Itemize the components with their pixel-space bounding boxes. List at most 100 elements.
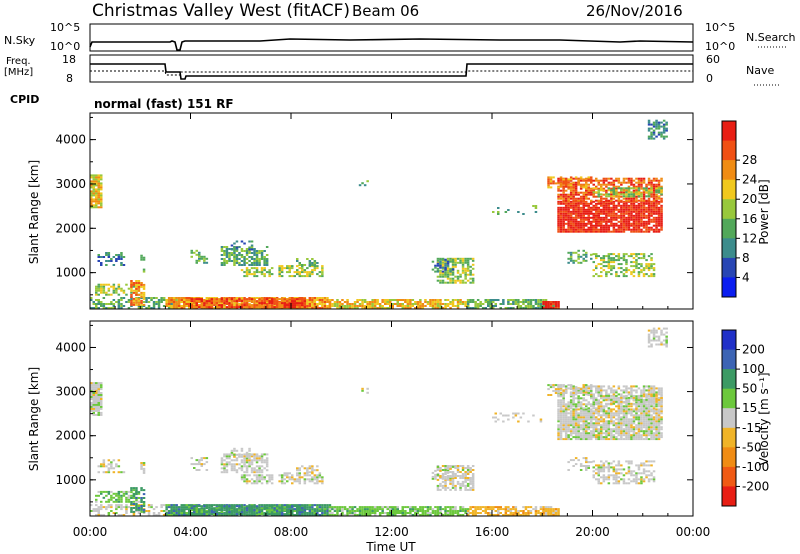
vel-cell — [225, 469, 229, 472]
power-cell — [512, 301, 515, 303]
power-cell — [627, 226, 631, 229]
power-cell — [577, 261, 580, 264]
vel-cell — [504, 508, 508, 511]
power-cell — [466, 259, 470, 262]
power-cell — [657, 230, 661, 233]
power-cell — [97, 254, 100, 256]
power-cell — [100, 174, 103, 177]
vel-cell — [208, 504, 211, 507]
power-cell — [562, 218, 565, 221]
power-cell — [90, 182, 93, 185]
vel-cell — [137, 508, 141, 511]
power-cell — [542, 299, 545, 301]
vel-cell — [95, 382, 98, 385]
power-cell — [559, 200, 563, 203]
power-cell — [142, 291, 146, 294]
power-cell — [358, 299, 362, 301]
power-cell — [487, 299, 490, 301]
power-cell — [572, 226, 575, 229]
vel-cell — [95, 398, 98, 400]
power-cell — [451, 269, 455, 272]
power-cell — [652, 193, 656, 196]
power-cell — [90, 190, 93, 193]
vel-cell — [172, 514, 176, 516]
power-cell — [250, 301, 254, 303]
vel-cell — [95, 394, 98, 396]
vel-cell — [210, 510, 214, 512]
power-cell — [115, 287, 118, 290]
vel-cell — [338, 510, 342, 512]
power-cell — [600, 218, 603, 221]
power-cell — [660, 216, 663, 219]
power-cell — [243, 258, 246, 260]
vel-cell — [117, 498, 121, 501]
power-cell — [617, 226, 621, 229]
power-cell — [193, 307, 196, 309]
power-cell — [157, 301, 161, 303]
vel-cell — [361, 508, 364, 511]
power-cell — [544, 307, 548, 309]
power-cell — [600, 200, 603, 203]
vel-cell — [562, 428, 565, 431]
vel-cell — [218, 512, 221, 514]
power-cell — [655, 177, 658, 180]
power-cell — [577, 206, 580, 209]
power-cell — [200, 302, 203, 305]
power-cell — [587, 191, 590, 194]
power-cell — [602, 224, 606, 227]
vel-cell — [356, 508, 359, 511]
power-cell — [120, 252, 123, 254]
power-cell — [286, 298, 289, 301]
power-cell — [441, 271, 445, 274]
power-cell — [233, 254, 236, 256]
power-cell — [574, 200, 578, 203]
power-cell — [615, 259, 618, 262]
power-cell — [632, 187, 636, 190]
power-cell — [444, 281, 447, 284]
power-cell — [316, 267, 319, 270]
power-cell — [288, 271, 291, 274]
vel-cell — [301, 506, 304, 509]
vel-cell — [135, 489, 138, 492]
power-cell — [559, 222, 563, 225]
vel-cell — [110, 494, 113, 497]
power-cell — [642, 193, 646, 196]
vel-cell — [358, 510, 362, 512]
power-cell — [306, 267, 309, 270]
vel-cell — [313, 482, 317, 485]
power-cell — [657, 228, 661, 231]
vel-cell — [115, 465, 118, 468]
power-cell — [569, 226, 573, 229]
power-cell — [92, 206, 95, 209]
power-cell — [607, 202, 611, 205]
vel-cell — [328, 506, 332, 509]
power-cell — [587, 187, 590, 190]
power-cell — [444, 268, 447, 271]
vel-cell — [165, 504, 168, 507]
vel-cell — [286, 480, 289, 483]
vel-cell — [243, 480, 246, 483]
vel-cell — [255, 514, 259, 516]
power-cell — [205, 300, 209, 303]
power-cell — [112, 289, 116, 292]
power-cell — [449, 303, 452, 305]
power-cell — [371, 299, 374, 301]
vel-cell — [90, 510, 93, 512]
power-cell — [130, 303, 133, 306]
power-cell — [107, 283, 111, 286]
power-cell — [549, 178, 553, 181]
power-cell — [243, 302, 246, 305]
vel-cell — [245, 461, 249, 464]
vel-cell — [213, 510, 216, 512]
power-cell — [640, 177, 643, 180]
vel-cell — [265, 463, 269, 466]
power-cell — [107, 303, 111, 305]
power-cell — [308, 264, 312, 266]
power-cell — [617, 214, 621, 217]
power-cell — [627, 199, 631, 202]
power-cell — [622, 197, 626, 200]
power-cell — [660, 189, 663, 192]
vel-cell — [243, 507, 246, 510]
power-cell — [321, 307, 324, 309]
vel-cell — [117, 514, 121, 516]
